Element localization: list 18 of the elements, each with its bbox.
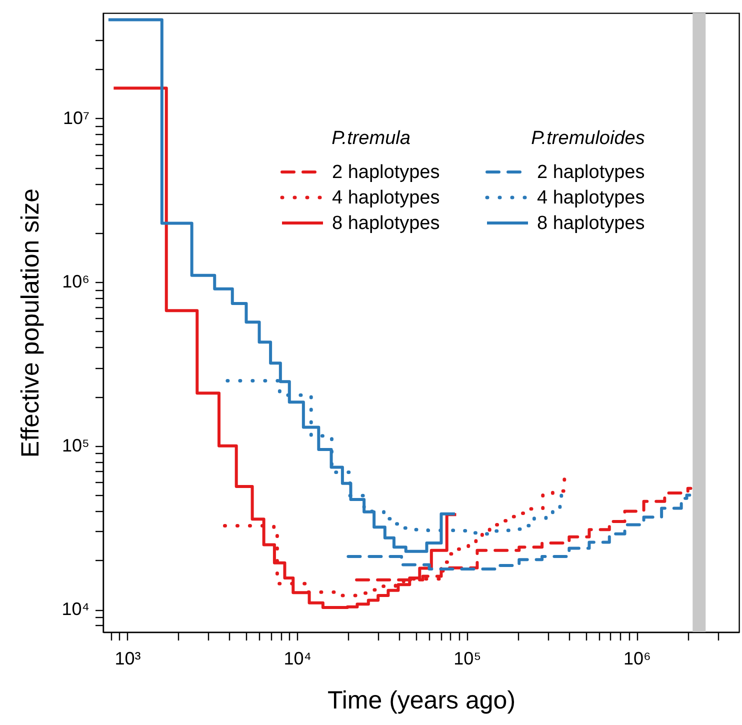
legend-label: 2 haplotypes xyxy=(332,162,440,183)
legend-label: 8 haplotypes xyxy=(537,213,645,234)
legend-label: 2 haplotypes xyxy=(537,162,645,183)
annotation: P.tremula xyxy=(332,128,410,149)
x-tick-label: 10⁶ xyxy=(624,648,651,668)
x-tick-label: 10³ xyxy=(114,648,141,668)
legend-label: 8 haplotypes xyxy=(332,213,440,234)
annotation: P.tremuloides xyxy=(531,128,646,149)
legend-label: 4 haplotypes xyxy=(537,188,645,208)
y-axis-title: Effective population size xyxy=(16,188,45,458)
y-tick-label: 10⁶ xyxy=(62,272,90,292)
x-axis-title: Time (years ago) xyxy=(327,686,516,714)
legend-label: 4 haplotypes xyxy=(332,188,440,208)
y-tick-label: 10⁵ xyxy=(62,435,90,456)
y-tick-label: 10⁴ xyxy=(62,599,90,620)
x-tick-label: 10⁴ xyxy=(284,648,312,668)
y-tick-label: 10⁷ xyxy=(62,108,90,128)
x-tick-label: 10⁵ xyxy=(454,648,482,668)
